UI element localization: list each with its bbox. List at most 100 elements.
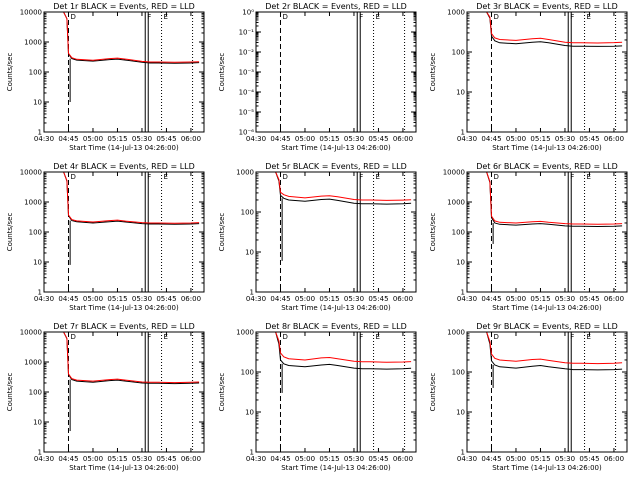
panel-title: Det 6r BLACK = Events, RED = LLD — [476, 162, 618, 171]
x-tick-label: 04:45 — [58, 135, 78, 143]
x-tick-label: 06:00 — [181, 455, 201, 463]
panel-9: Det 9r BLACK = Events, RED = LLD D F E 04:30… — [429, 322, 628, 472]
y-tick-label: 100 — [452, 229, 465, 237]
x-tick-label: 04:30 — [457, 455, 477, 463]
x-tick-label: 04:30 — [246, 295, 266, 303]
y-tick-label: 10 — [33, 419, 42, 427]
series-lld — [256, 171, 412, 201]
x-tick-label: 05:00 — [506, 455, 526, 463]
y-tick-label: 1000 — [24, 359, 42, 367]
panel-title: Det 1r BLACK = Events, RED = LLD — [53, 2, 195, 11]
marker-label: F — [359, 13, 363, 21]
x-tick-label: 05:00 — [295, 455, 315, 463]
x-tick-label: 05:30 — [132, 455, 152, 463]
x-axis-label: Start Time (14-Jul-13 04:26:00) — [69, 144, 179, 152]
x-tick-label: 05:00 — [506, 295, 526, 303]
x-tick-label: 05:30 — [555, 135, 575, 143]
x-tick-label: 06:00 — [393, 455, 413, 463]
marker-label: E — [587, 13, 591, 21]
y-tick-label: 10 — [456, 89, 465, 97]
y-tick-label: 10 — [245, 249, 254, 257]
y-tick-label: 100 — [241, 369, 254, 377]
y-tick-label: 100 — [29, 229, 42, 237]
y-tick-label: 10000 — [20, 329, 42, 337]
series-lld — [44, 11, 200, 63]
x-tick-label: 05:15 — [107, 295, 127, 303]
marker-label: E — [376, 13, 380, 21]
marker-label: E — [587, 173, 591, 181]
x-axis-label: Start Time (14-Jul-13 04:26:00) — [492, 144, 602, 152]
y-axis-label: Counts/sec — [6, 53, 14, 92]
x-tick-label: 04:30 — [34, 295, 54, 303]
panel-title: Det 5r BLACK = Events, RED = LLD — [265, 162, 407, 171]
y-tick-label: 10 — [456, 409, 465, 417]
marker-label: E — [164, 173, 168, 181]
x-tick-label: 05:45 — [579, 295, 599, 303]
x-tick-label: 05:00 — [295, 135, 315, 143]
x-tick-label: 04:45 — [270, 455, 290, 463]
marker-label: F — [570, 333, 574, 341]
y-tick-label: 1 — [250, 449, 254, 457]
y-tick-label: 10⁻³ — [239, 69, 255, 77]
x-tick-label: 05:15 — [107, 135, 127, 143]
x-tick-label: 04:45 — [58, 295, 78, 303]
y-tick-label: 100 — [29, 389, 42, 397]
x-tick-label: 05:00 — [83, 455, 103, 463]
y-tick-label: 1 — [38, 129, 42, 137]
y-tick-label: 1000 — [236, 329, 254, 337]
y-tick-label: 1 — [461, 449, 465, 457]
x-tick-label: 05:30 — [555, 295, 575, 303]
marker-label: E — [376, 173, 380, 181]
marker-label: D — [70, 13, 75, 21]
x-axis-label: Start Time (14-Jul-13 04:26:00) — [281, 144, 391, 152]
panel-6: Det 6r BLACK = Events, RED = LLD D F E 04:30… — [429, 162, 628, 312]
series-lld — [467, 331, 623, 365]
marker-label: F — [147, 13, 151, 21]
x-tick-label: 05:45 — [156, 295, 176, 303]
x-tick-label: 06:00 — [393, 295, 413, 303]
y-tick-label: 1 — [250, 289, 254, 297]
y-tick-label: 1000 — [24, 39, 42, 47]
x-tick-label: 05:30 — [344, 135, 364, 143]
x-tick-label: 04:30 — [457, 135, 477, 143]
panel-5: Det 5r BLACK = Events, RED = LLD D F E 04:30… — [218, 162, 417, 312]
marker-label: E — [164, 333, 168, 341]
panel-title: Det 9r BLACK = Events, RED = LLD — [476, 322, 618, 331]
series-lld — [44, 171, 200, 224]
y-tick-label: 10⁻² — [239, 49, 255, 57]
x-tick-label: 05:45 — [368, 135, 388, 143]
x-tick-label: 05:45 — [156, 135, 176, 143]
panel-title: Det 2r BLACK = Events, RED = LLD — [265, 2, 407, 11]
marker-label: F — [359, 333, 363, 341]
y-tick-label: 10000 — [20, 9, 42, 17]
panel-8: Det 8r BLACK = Events, RED = LLD D F E 04:30… — [218, 322, 417, 472]
x-axis-label: Start Time (14-Jul-13 04:26:00) — [69, 304, 179, 312]
y-tick-label: 10⁻¹ — [239, 29, 255, 37]
y-tick-label: 100 — [29, 69, 42, 77]
x-tick-label: 05:15 — [530, 295, 550, 303]
x-axis-label: Start Time (14-Jul-13 04:26:00) — [281, 464, 391, 472]
x-tick-label: 06:00 — [393, 135, 413, 143]
x-tick-label: 05:30 — [344, 455, 364, 463]
series-events — [256, 331, 412, 370]
y-tick-label: 1000 — [236, 169, 254, 177]
y-tick-label: 10⁰ — [242, 9, 254, 17]
x-tick-label: 04:45 — [481, 455, 501, 463]
y-tick-label: 10000 — [20, 169, 42, 177]
y-tick-label: 10 — [245, 409, 254, 417]
x-tick-label: 05:00 — [295, 295, 315, 303]
x-axis-label: Start Time (14-Jul-13 04:26:00) — [492, 464, 602, 472]
y-axis-label: Counts/sec — [218, 53, 226, 92]
y-tick-label: 100 — [241, 209, 254, 217]
plot-frame — [466, 11, 628, 133]
y-tick-label: 10⁻⁵ — [239, 109, 255, 117]
x-tick-label: 06:00 — [181, 135, 201, 143]
x-tick-label: 05:15 — [319, 455, 339, 463]
panel-title: Det 3r BLACK = Events, RED = LLD — [476, 2, 618, 11]
panel-1: Det 1r BLACK = Events, RED = LLD D F E 04:30… — [6, 2, 205, 152]
marker-label: D — [70, 173, 75, 181]
series-events — [467, 331, 623, 371]
y-tick-label: 1000 — [447, 9, 465, 17]
y-axis-label: Counts/sec — [218, 213, 226, 252]
